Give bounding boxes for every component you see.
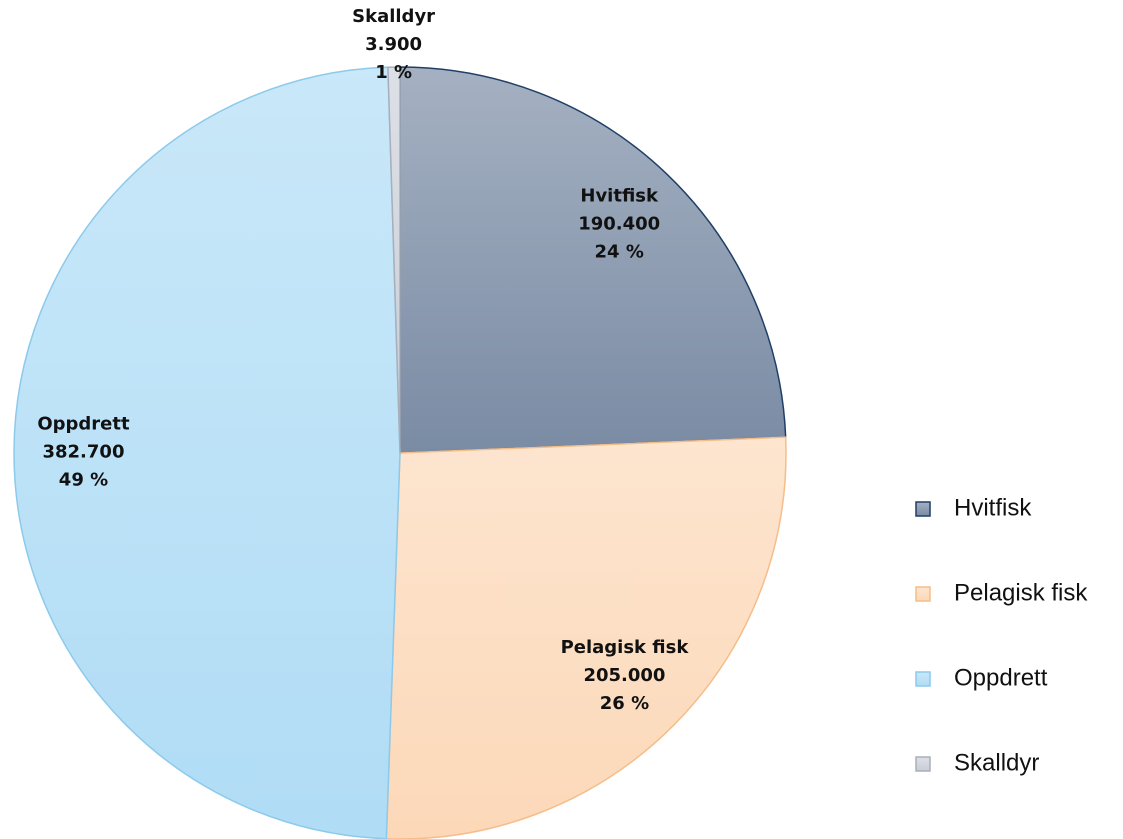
legend-label: Skalldyr (954, 749, 1039, 776)
legend-swatch (915, 501, 931, 517)
legend-swatch (915, 756, 931, 772)
pie-slice (385, 436, 787, 839)
slice-label: 24 % (595, 242, 644, 263)
pie-slice (13, 66, 401, 839)
slice-label: 205.000 (583, 665, 665, 686)
slice-label: 26 % (600, 693, 649, 714)
pie-slice (399, 66, 787, 454)
slice-label: 190.400 (578, 214, 660, 235)
legend-label: Pelagisk fisk (954, 579, 1088, 606)
pie-slice (387, 66, 401, 454)
legend-label: Hvitfisk (954, 494, 1032, 521)
slice-label: 1 % (375, 62, 412, 83)
slice-label: Oppdrett (37, 413, 130, 434)
slice-label: 3.900 (365, 34, 422, 55)
slice-label: Hvitfisk (580, 186, 659, 207)
legend-label: Oppdrett (954, 664, 1048, 691)
slice-label: 49 % (59, 469, 108, 490)
slice-label: 382.700 (42, 441, 124, 462)
legend-swatch (915, 586, 931, 602)
slice-label: Skalldyr (352, 6, 435, 27)
slice-label: Pelagisk fisk (561, 637, 690, 658)
legend-swatch (915, 671, 931, 687)
